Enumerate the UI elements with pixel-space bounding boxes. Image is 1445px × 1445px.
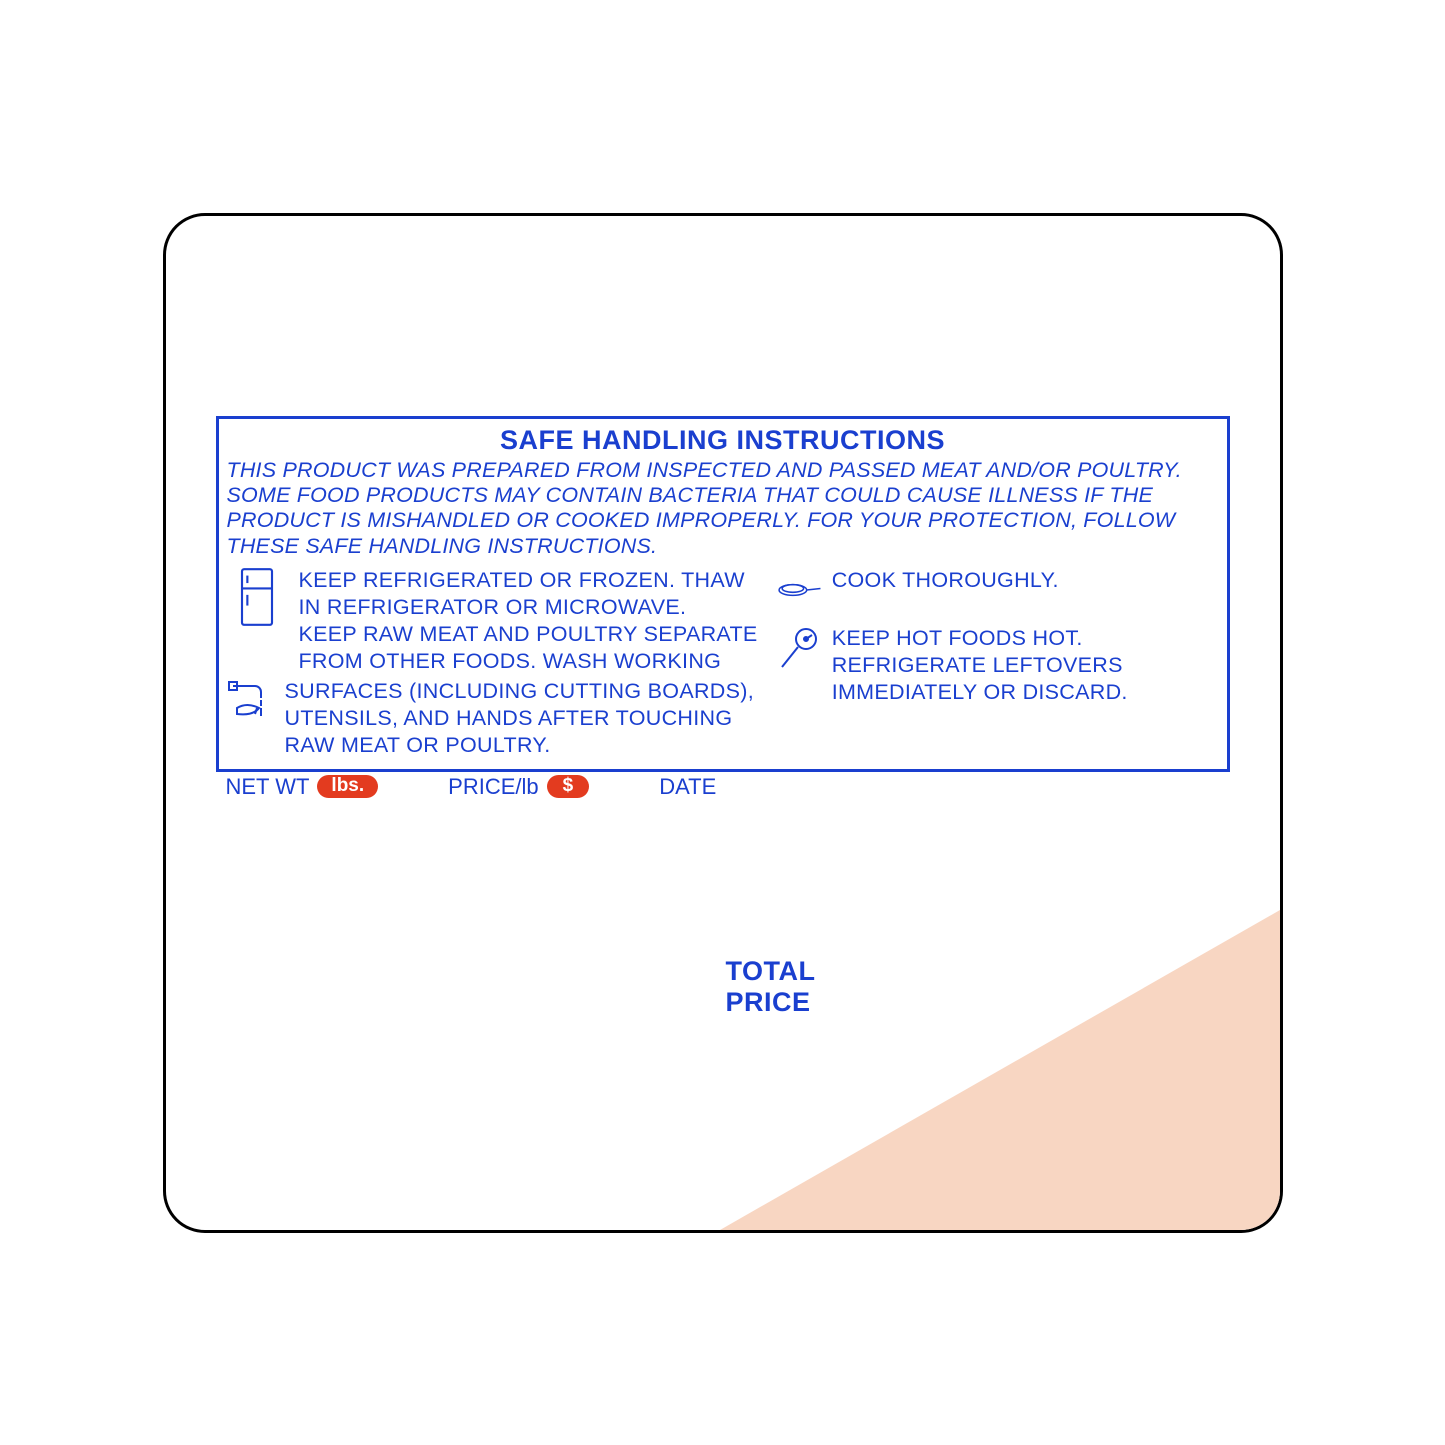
- instruction-text: COOK THOROUGHLY.: [832, 567, 1219, 594]
- dollar-pill: $: [547, 775, 590, 799]
- instruction-wash: SURFACES (INCLUDING CUTTING BOARDS), UTE…: [227, 678, 768, 759]
- lbs-pill: lbs.: [317, 775, 378, 799]
- fields-row: NET WT lbs. PRICE/lb $ DATE: [226, 774, 1220, 800]
- price-label: PRICE/lb: [448, 774, 538, 800]
- faucet-icon: [227, 678, 273, 724]
- date-label: DATE: [659, 774, 716, 800]
- instruction-text: SURFACES (INCLUDING CUTTING BOARDS), UTE…: [285, 678, 768, 759]
- instruction-text: KEEP HOT FOODS HOT. REFRIGERATE LEFTOVER…: [832, 625, 1219, 706]
- skillet-icon: [776, 567, 822, 613]
- instruction-refrigerate: KEEP REFRIGERATED OR FROZEN. THAW IN REF…: [227, 567, 768, 675]
- instructions-intro: THIS PRODUCT WAS PREPARED FROM INSPECTED…: [227, 458, 1219, 559]
- refrigerator-icon: [227, 567, 287, 627]
- net-weight-field: NET WT lbs.: [226, 774, 379, 800]
- safe-handling-box: SAFE HANDLING INSTRUCTIONS THIS PRODUCT …: [216, 416, 1230, 773]
- instruction-text: KEEP REFRIGERATED OR FROZEN. THAW IN REF…: [299, 567, 768, 675]
- date-field: DATE: [659, 774, 716, 800]
- instructions-body: KEEP REFRIGERATED OR FROZEN. THAW IN REF…: [227, 567, 1219, 759]
- instruction-cook: COOK THOROUGHLY.: [776, 567, 1219, 613]
- instruction-hot: KEEP HOT FOODS HOT. REFRIGERATE LEFTOVER…: [776, 625, 1219, 706]
- price-per-lb-field: PRICE/lb $: [448, 774, 589, 800]
- instructions-title: SAFE HANDLING INSTRUCTIONS: [227, 425, 1219, 456]
- instructions-left-column: KEEP REFRIGERATED OR FROZEN. THAW IN REF…: [227, 567, 768, 759]
- net-weight-label: NET WT: [226, 774, 310, 800]
- total-line: PRICE: [726, 987, 811, 1017]
- scale-label-card: SAFE HANDLING INSTRUCTIONS THIS PRODUCT …: [163, 213, 1283, 1233]
- thermometer-icon: [776, 625, 822, 671]
- instruction-line: KEEP RAW MEAT AND POULTRY SEPARATE FROM …: [299, 622, 758, 673]
- total-price-label: TOTAL PRICE: [726, 956, 816, 1018]
- total-line: TOTAL: [726, 956, 816, 986]
- instructions-right-column: COOK THOROUGHLY. KEEP HOT FOODS HOT. REF…: [768, 567, 1219, 759]
- instruction-line: KEEP REFRIGERATED OR FROZEN. THAW IN REF…: [299, 568, 745, 619]
